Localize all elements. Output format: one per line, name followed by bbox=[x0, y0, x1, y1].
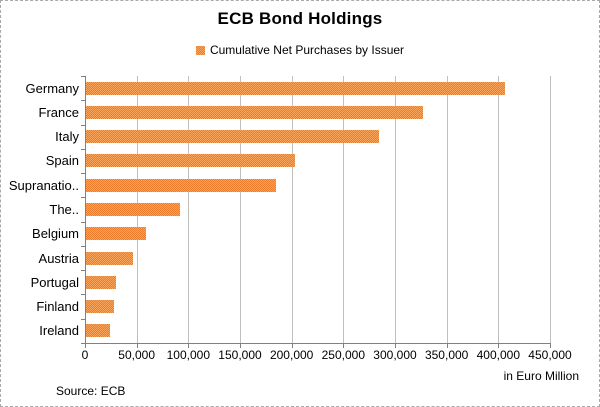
bar-ireland bbox=[86, 324, 110, 338]
bar-finland bbox=[86, 300, 114, 314]
gridline-100,000 bbox=[188, 76, 190, 343]
x-tick bbox=[188, 344, 190, 348]
bar-france bbox=[86, 105, 423, 119]
gridline-150,000 bbox=[240, 76, 241, 343]
x-tick bbox=[343, 344, 345, 348]
y-tick bbox=[81, 149, 85, 150]
x-axis-label-0: 0 bbox=[81, 348, 89, 362]
bar-germany bbox=[86, 81, 505, 95]
y-tick bbox=[81, 319, 85, 320]
x-tick bbox=[136, 344, 138, 348]
y-axis-label-france: France bbox=[38, 104, 79, 120]
legend-swatch-icon bbox=[195, 45, 205, 55]
y-axis-label-austria: Austria bbox=[38, 250, 79, 266]
x-axis-label-200000: 200,000 bbox=[269, 348, 314, 362]
source-label: Source: ECB bbox=[56, 384, 126, 398]
y-tick bbox=[81, 294, 85, 295]
bar-the-netherlands bbox=[86, 203, 181, 216]
y-axis-label-italy: Italy bbox=[55, 129, 79, 145]
legend-label: Cumulative Net Purchases by Issuer bbox=[209, 43, 405, 57]
gridline-350,000 bbox=[446, 76, 448, 343]
chart-title: ECB Bond Holdings bbox=[217, 9, 383, 28]
bar-belgium bbox=[86, 227, 146, 241]
y-axis-label-the-netherlands: The.. bbox=[49, 201, 79, 217]
bar-portugal bbox=[86, 275, 116, 289]
x-tick bbox=[446, 344, 448, 348]
y-axis-label-spain: Spain bbox=[45, 153, 79, 169]
x-axis-label-300000: 300,000 bbox=[373, 348, 417, 362]
y-tick bbox=[81, 173, 85, 174]
bar-italy bbox=[86, 130, 380, 144]
y-tick bbox=[81, 100, 85, 101]
x-tick bbox=[85, 344, 86, 348]
plot-area bbox=[85, 76, 551, 344]
unit-label: in Euro Million bbox=[503, 369, 579, 383]
y-tick bbox=[81, 222, 85, 223]
x-axis-label-50000: 50,000 bbox=[118, 348, 156, 362]
legend: Cumulative Net Purchases by Issuer bbox=[1, 43, 599, 57]
x-axis-label-100000: 100,000 bbox=[166, 348, 211, 362]
x-tick bbox=[395, 344, 396, 348]
gridline-250,000 bbox=[343, 76, 345, 343]
y-tick bbox=[81, 197, 85, 198]
y-tick bbox=[81, 76, 85, 77]
y-tick bbox=[81, 125, 85, 126]
y-axis-labels: Germany France Italy Spain Supranatio.. The..… bbox=[1, 76, 79, 343]
y-axis-label-belgium: Belgium bbox=[32, 226, 79, 242]
x-axis-labels: 0 50,000 100,000 150,000 200,000 250,000 300,0… bbox=[1, 348, 599, 362]
x-axis-label-450000: 450,000 bbox=[528, 348, 572, 362]
x-axis-label-250000: 250,000 bbox=[321, 348, 366, 362]
x-axis-label-350000: 350,000 bbox=[424, 348, 469, 362]
y-tick bbox=[81, 343, 85, 344]
y-axis-label-portugal: Portugal bbox=[30, 274, 79, 290]
gridline-450,000 bbox=[550, 76, 551, 343]
x-tick bbox=[240, 344, 241, 348]
x-tick bbox=[550, 344, 551, 348]
bar-supranationals bbox=[86, 178, 277, 192]
gridline-200,000 bbox=[291, 76, 293, 343]
gridline-400,000 bbox=[498, 76, 500, 343]
bar-austria bbox=[86, 251, 133, 265]
y-axis-label-finland: Finland bbox=[36, 299, 79, 315]
x-axis-label-400000: 400,000 bbox=[476, 348, 521, 362]
bar-spain bbox=[86, 154, 295, 168]
gridline-300,000 bbox=[395, 76, 396, 343]
y-axis-label-germany: Germany bbox=[25, 80, 79, 96]
x-tick bbox=[498, 344, 500, 348]
x-tick bbox=[291, 344, 293, 348]
y-axis-label-ireland: Ireland bbox=[39, 323, 79, 339]
y-axis-label-supranationals: Supranatio.. bbox=[8, 177, 79, 193]
y-tick bbox=[81, 246, 85, 247]
y-tick bbox=[81, 270, 85, 271]
x-axis-label-150000: 150,000 bbox=[218, 348, 262, 362]
